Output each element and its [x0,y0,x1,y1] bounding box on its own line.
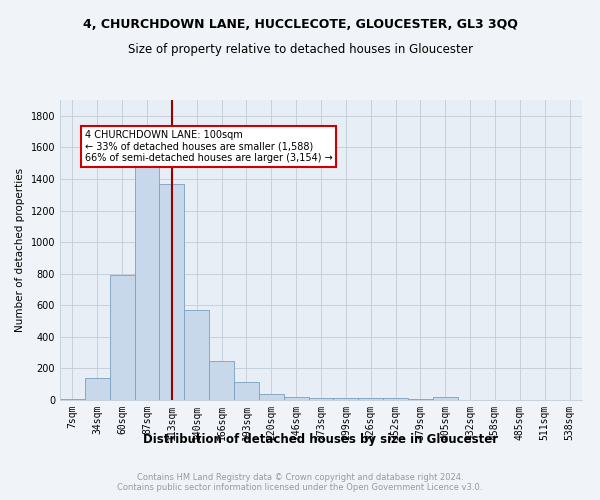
Bar [433,397,458,400]
Text: Distribution of detached houses by size in Gloucester: Distribution of detached houses by size … [143,432,499,446]
Bar [184,310,209,400]
Bar [234,382,259,400]
Bar [60,399,85,400]
Bar [134,164,160,400]
Text: Contains HM Land Registry data © Crown copyright and database right 2024.
Contai: Contains HM Land Registry data © Crown c… [118,473,482,492]
Bar [85,378,110,400]
Y-axis label: Number of detached properties: Number of detached properties [15,168,25,332]
Bar [160,184,184,400]
Bar [358,398,383,400]
Bar [383,398,408,400]
Bar [334,398,358,400]
Bar [308,398,334,400]
Text: 4 CHURCHDOWN LANE: 100sqm
← 33% of detached houses are smaller (1,588)
66% of se: 4 CHURCHDOWN LANE: 100sqm ← 33% of detac… [85,130,332,163]
Bar [259,394,284,400]
Bar [110,276,134,400]
Bar [408,399,433,400]
Text: 4, CHURCHDOWN LANE, HUCCLECOTE, GLOUCESTER, GL3 3QQ: 4, CHURCHDOWN LANE, HUCCLECOTE, GLOUCEST… [83,18,517,30]
Text: Size of property relative to detached houses in Gloucester: Size of property relative to detached ho… [128,42,473,56]
Bar [284,397,308,400]
Bar [209,362,234,400]
